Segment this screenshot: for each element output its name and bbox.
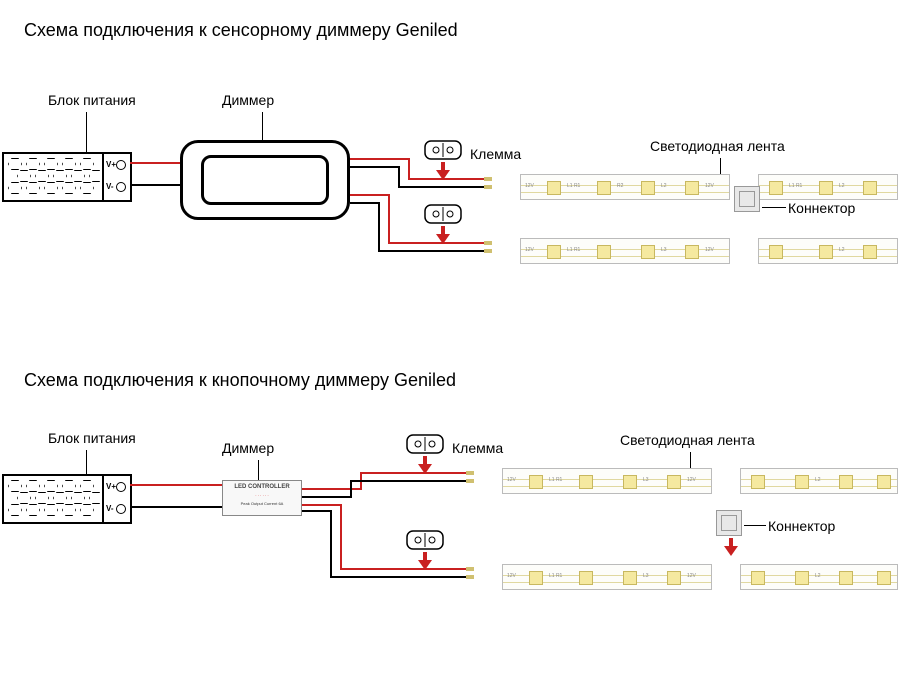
wire-black bbox=[350, 166, 400, 168]
psu-vent-pattern bbox=[4, 476, 104, 522]
power-supply-block-2: V+ V- bbox=[2, 474, 132, 524]
led-strip-label-2: Светодиодная лента bbox=[620, 432, 755, 448]
led-strip: L2 bbox=[740, 468, 898, 494]
leader-line bbox=[744, 525, 766, 526]
leader-line bbox=[262, 112, 263, 140]
wire-red bbox=[130, 484, 222, 486]
wire-red bbox=[130, 162, 180, 164]
wire-tips bbox=[454, 240, 494, 256]
arrow-down-icon bbox=[436, 226, 450, 244]
psu-vent-pattern bbox=[4, 154, 104, 200]
terminal-label-1: Клемма bbox=[470, 146, 521, 162]
terminal-icon bbox=[406, 434, 444, 454]
wire-red bbox=[388, 194, 390, 244]
wire-tips bbox=[436, 470, 476, 486]
arrow-down-icon bbox=[418, 552, 432, 570]
wire-black bbox=[350, 480, 352, 498]
wire-red bbox=[350, 194, 390, 196]
wire-red bbox=[408, 158, 410, 180]
wire-black bbox=[398, 186, 454, 188]
button-dimmer-block: LED CONTROLLER · · · · · · Peak Output C… bbox=[222, 480, 302, 516]
terminal-icon bbox=[424, 204, 462, 224]
arrow-down-icon bbox=[436, 162, 450, 180]
dimmer-label-2: Диммер bbox=[222, 440, 274, 456]
wire-black bbox=[350, 202, 380, 204]
led-strip: 12V L1 R1 L3 12V bbox=[502, 468, 712, 494]
wire-black bbox=[378, 250, 454, 252]
leader-line bbox=[762, 207, 786, 208]
leader-line bbox=[720, 158, 721, 174]
terminal-icon bbox=[406, 530, 444, 550]
wire-black bbox=[398, 166, 400, 188]
led-strip-label-1: Светодиодная лента bbox=[650, 138, 785, 154]
wire-black bbox=[302, 510, 332, 512]
wire-red bbox=[302, 488, 362, 490]
led-strip: 12V L1 R1 R2 L2 12V bbox=[520, 174, 730, 200]
leader-line bbox=[258, 460, 259, 480]
leader-line bbox=[86, 450, 87, 474]
leader-line bbox=[690, 452, 691, 468]
led-strip: L2 bbox=[740, 564, 898, 590]
dimmer-btn-line3: Peak Output Current 6A bbox=[223, 501, 301, 506]
psu-terminals: V+ V- bbox=[102, 476, 130, 522]
wire-black bbox=[350, 480, 436, 482]
led-strip: 12V L1 R1 L3 12V bbox=[520, 238, 730, 264]
wire-black bbox=[302, 496, 352, 498]
led-strip: 12V L1 R1 L3 12V bbox=[502, 564, 712, 590]
leader-line bbox=[86, 112, 87, 152]
wire-black bbox=[130, 506, 222, 508]
wire-black bbox=[330, 576, 436, 578]
wire-tips bbox=[454, 176, 494, 192]
connector-icon bbox=[716, 510, 742, 536]
connector-icon bbox=[734, 186, 760, 212]
wire-black bbox=[130, 184, 180, 186]
power-supply-block-1: V+ V- bbox=[2, 152, 132, 202]
psu-terminals: V+ V- bbox=[102, 154, 130, 200]
wire-black bbox=[378, 202, 380, 252]
dimmer-btn-line1: LED CONTROLLER bbox=[223, 484, 301, 490]
arrow-down-icon bbox=[418, 456, 432, 474]
terminal-label-2: Клемма bbox=[452, 440, 503, 456]
dimmer-label-1: Диммер bbox=[222, 92, 274, 108]
arrow-down-icon bbox=[724, 538, 738, 556]
wire-red bbox=[340, 504, 342, 570]
wire-tips bbox=[436, 566, 476, 582]
diagram-title-2: Схема подключения к кнопочному диммеру G… bbox=[24, 370, 456, 391]
dimmer-btn-line2: · · · · · · bbox=[223, 493, 301, 498]
led-strip: L1 R1 L2 bbox=[758, 174, 898, 200]
terminal-icon bbox=[424, 140, 462, 160]
psu-label-2: Блок питания bbox=[48, 430, 136, 446]
wire-black bbox=[330, 510, 332, 578]
led-strip: L2 bbox=[758, 238, 898, 264]
wire-red bbox=[350, 158, 410, 160]
connector-label-2: Коннектор bbox=[768, 518, 835, 534]
wire-red bbox=[302, 504, 342, 506]
connector-label-1: Коннектор bbox=[788, 200, 855, 216]
touch-dimmer-block bbox=[180, 140, 350, 220]
psu-label-1: Блок питания bbox=[48, 92, 136, 108]
diagram-title-1: Схема подключения к сенсорному диммеру G… bbox=[24, 20, 458, 41]
